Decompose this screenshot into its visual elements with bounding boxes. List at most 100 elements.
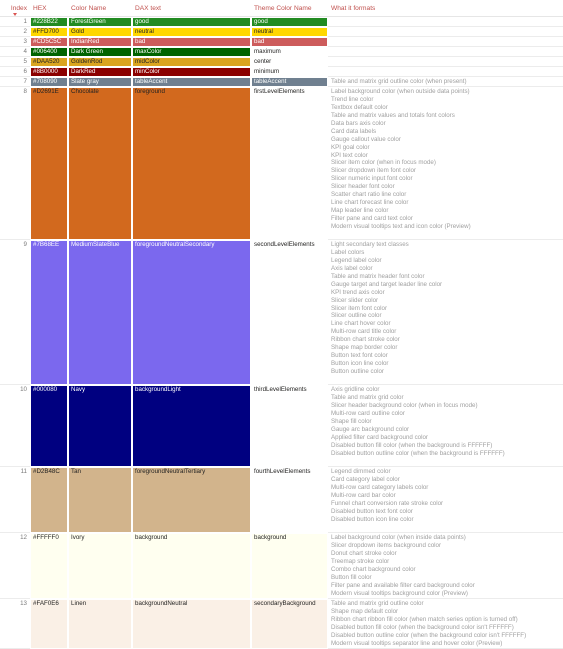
row-index: 9 xyxy=(0,240,30,385)
column-header-hex[interactable]: HEX xyxy=(30,0,68,17)
format-description-line: KPI goal color xyxy=(331,143,370,151)
dax-text-cell[interactable]: foregroundNeutralTertiary xyxy=(132,467,251,533)
format-description-line: Modern visual tooltips text and icon col… xyxy=(331,222,471,230)
hex-cell[interactable]: #DAA520 xyxy=(30,57,68,67)
hex-cell[interactable]: #FFFFF0 xyxy=(30,533,68,599)
color-name-cell[interactable]: Tan xyxy=(68,467,132,533)
color-name-cell[interactable]: Navy xyxy=(68,385,132,467)
theme-color-name-cell[interactable]: good xyxy=(251,17,328,27)
format-description-line: Slicer numeric input font color xyxy=(331,175,413,183)
hex-cell[interactable]: #FAF0E6 xyxy=(30,599,68,649)
format-description-line: Axis label color xyxy=(331,264,373,272)
what-it-formats-cell: Axis gridline color Table and matrix grid… xyxy=(328,385,563,467)
column-header-theme-color-name[interactable]: Theme Color Name xyxy=(251,0,328,17)
column-header-index[interactable]: Index xyxy=(0,0,30,17)
color-name-cell[interactable]: GoldenRod xyxy=(68,57,132,67)
theme-color-name-cell[interactable]: firstLevelElements xyxy=(251,87,328,240)
row-index: 8 xyxy=(0,87,30,240)
row-index: 1 xyxy=(0,17,30,27)
what-it-formats-cell: Table and matrix grid outline color Shape… xyxy=(328,599,563,649)
theme-color-name-cell[interactable]: maximum xyxy=(251,47,328,57)
format-description-line: Axis gridline color xyxy=(331,386,380,393)
dax-text-cell[interactable]: midColor xyxy=(132,57,251,67)
hex-cell[interactable]: #228B22 xyxy=(30,17,68,27)
theme-color-name-cell[interactable]: secondaryBackground xyxy=(251,599,328,649)
format-description-line: Textbox default color xyxy=(331,103,388,111)
column-header-index-label: Index xyxy=(10,5,27,12)
hex-cell[interactable]: #708090 xyxy=(30,77,68,87)
theme-color-name-cell[interactable]: secondLevelElements xyxy=(251,240,328,385)
format-description-line: Modern visual tooltips separator line an… xyxy=(331,639,503,647)
hex-cell[interactable]: #8B0000 xyxy=(30,67,68,77)
format-description-line: Applied filter card background color xyxy=(331,433,428,441)
format-description-line: Ribbon chart ribbon fill color (when mat… xyxy=(331,615,518,623)
dax-text-cell[interactable]: tableAccent xyxy=(132,77,251,87)
what-it-formats-cell: Label background color (when outside dat… xyxy=(328,87,563,240)
hex-cell[interactable]: #000080 xyxy=(30,385,68,467)
format-description-line: Table and matrix values and totals font … xyxy=(331,111,455,119)
dax-text-cell[interactable]: foreground xyxy=(132,87,251,240)
dax-text-cell[interactable]: background xyxy=(132,533,251,599)
column-header-color-name[interactable]: Color Name xyxy=(68,0,132,17)
dax-text-cell[interactable]: bad xyxy=(132,37,251,47)
format-description-line: Line chart forecast line color xyxy=(331,199,409,207)
format-description-line: Slicer slider color xyxy=(331,296,379,304)
format-description-line: Button outline color xyxy=(331,368,384,375)
what-it-formats-cell xyxy=(328,17,563,27)
hex-cell[interactable]: #CD5C5C xyxy=(30,37,68,47)
theme-color-name-cell[interactable]: tableAccent xyxy=(251,77,328,87)
theme-color-name-cell[interactable]: neutral xyxy=(251,27,328,37)
theme-color-name-cell[interactable]: fourthLevelElements xyxy=(251,467,328,533)
format-description-line: Button fill color xyxy=(331,573,372,581)
dax-text-cell[interactable]: minColor xyxy=(132,67,251,77)
hex-cell[interactable]: #006400 xyxy=(30,47,68,57)
format-description-line: Gauge callout value color xyxy=(331,135,401,143)
format-description-line: Button icon line color xyxy=(331,360,389,368)
format-description-line: Slicer dropdown item font color xyxy=(331,167,416,175)
color-name-cell[interactable]: Ivory xyxy=(68,533,132,599)
format-description-line: Table and matrix grid outline color (whe… xyxy=(331,78,467,85)
dax-text-cell[interactable]: foregroundNeutralSecondary xyxy=(132,240,251,385)
color-name-cell[interactable]: Chocolate xyxy=(68,87,132,240)
hex-cell[interactable]: #FFD700 xyxy=(30,27,68,37)
color-name-cell[interactable]: Linen xyxy=(68,599,132,649)
hex-cell[interactable]: #D2B48C xyxy=(30,467,68,533)
what-it-formats-cell xyxy=(328,37,563,47)
color-name-cell[interactable]: DarkRed xyxy=(68,67,132,77)
row-index: 5 xyxy=(0,57,30,67)
theme-color-name-cell[interactable]: thirdLevelElements xyxy=(251,385,328,467)
column-header-what-it-formats[interactable]: What it formats xyxy=(328,0,563,17)
format-description-line: Multi-row card outline color xyxy=(331,409,405,417)
row-index: 6 xyxy=(0,67,30,77)
hex-cell[interactable]: #D2691E xyxy=(30,87,68,240)
theme-color-name-cell[interactable]: center xyxy=(251,57,328,67)
color-name-cell[interactable]: Dark Green xyxy=(68,47,132,57)
format-description-line: Shape map border color xyxy=(331,344,398,352)
color-name-cell[interactable]: MediumSlateBlue xyxy=(68,240,132,385)
format-description-line: Line chart hover color xyxy=(331,320,391,328)
format-description-line: Combo chart background color xyxy=(331,565,416,573)
color-name-cell[interactable]: ForestGreen xyxy=(68,17,132,27)
dax-text-cell[interactable]: backgroundLight xyxy=(132,385,251,467)
format-description-line: Disabled button fill color (when the bac… xyxy=(331,623,514,631)
format-description-line: Multi-row card title color xyxy=(331,328,397,336)
dax-text-cell[interactable]: good xyxy=(132,17,251,27)
format-description-line: Slicer header background color (when in … xyxy=(331,401,478,409)
color-name-cell[interactable]: Slate gray xyxy=(68,77,132,87)
dax-text-cell[interactable]: maxColor xyxy=(132,47,251,57)
format-description-line: Label background color (when outside dat… xyxy=(331,88,470,95)
theme-color-name-cell[interactable]: bad xyxy=(251,37,328,47)
color-name-cell[interactable]: Gold xyxy=(68,27,132,37)
what-it-formats-cell: Table and matrix grid outline color (whe… xyxy=(328,77,563,87)
dax-text-cell[interactable]: backgroundNeutral xyxy=(132,599,251,649)
theme-color-name-cell[interactable]: background xyxy=(251,533,328,599)
format-description-line: KPI text color xyxy=(331,151,368,159)
dax-text-cell[interactable]: neutral xyxy=(132,27,251,37)
format-description-line: Slicer item color (when in focus mode) xyxy=(331,159,436,167)
sort-descending-icon[interactable] xyxy=(13,13,17,16)
hex-cell[interactable]: #7B68EE xyxy=(30,240,68,385)
color-name-cell[interactable]: IndianRed xyxy=(68,37,132,47)
column-header-dax-text[interactable]: DAX text xyxy=(132,0,251,17)
theme-color-name-cell[interactable]: minimum xyxy=(251,67,328,77)
